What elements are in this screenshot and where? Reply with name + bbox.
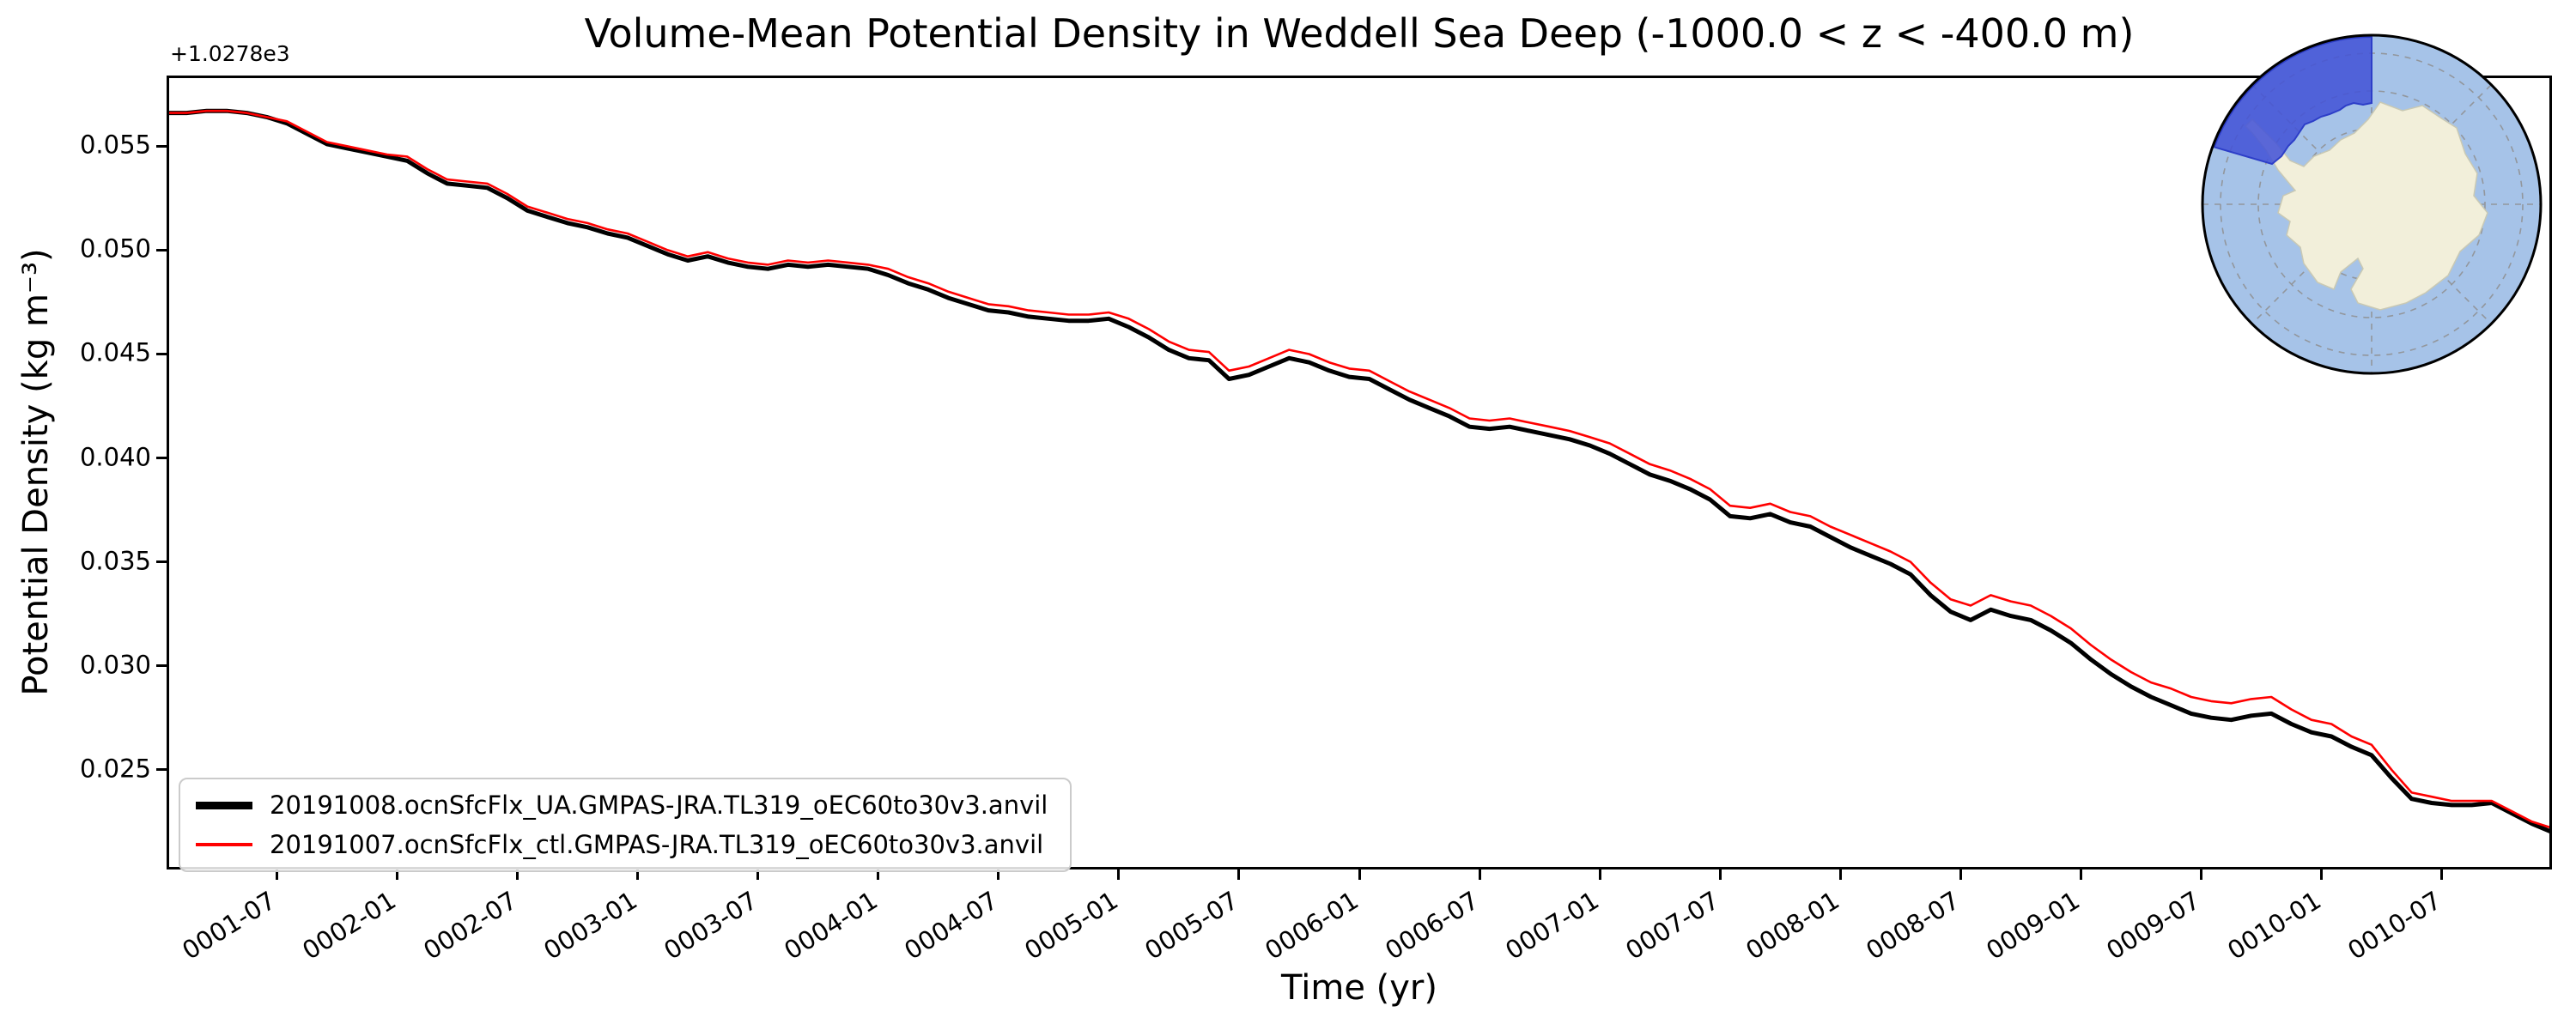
plot-area — [167, 76, 2552, 869]
legend-label: 20191008.ocnSfcFlx_UA.GMPAS-JRA.TL319_oE… — [270, 791, 1048, 820]
y-tick-label: 0.025 — [79, 754, 151, 784]
y-tick-mark — [156, 248, 167, 251]
map-antarctica-land — [2244, 101, 2488, 311]
series-line-ctl-red — [167, 109, 2552, 829]
x-tick-mark — [1959, 869, 1962, 880]
legend-line-sample-red — [196, 843, 252, 846]
x-tick-mark — [395, 869, 398, 880]
x-tick-mark — [2199, 869, 2202, 880]
x-tick-mark — [2320, 869, 2324, 880]
x-tick-mark — [756, 869, 760, 880]
x-tick-mark — [1838, 869, 1842, 880]
y-tick-mark — [156, 768, 167, 772]
y-tick-label: 0.030 — [79, 649, 151, 679]
x-tick-mark — [997, 869, 1000, 880]
y-tick-label: 0.040 — [79, 441, 151, 471]
y-tick-mark — [156, 664, 167, 668]
map-outline — [2201, 33, 2543, 375]
x-tick-mark — [877, 869, 880, 880]
x-tick-mark — [636, 869, 640, 880]
legend-item: 20191008.ocnSfcFlx_UA.GMPAS-JRA.TL319_oE… — [196, 788, 1048, 822]
x-tick-mark — [1358, 869, 1361, 880]
y-tick-label: 0.055 — [79, 130, 151, 160]
x-tick-mark — [1598, 869, 1601, 880]
x-tick-mark — [2440, 869, 2444, 880]
y-tick-mark — [156, 457, 167, 460]
y-axis-label: Potential Density (kg m⁻³) — [16, 248, 56, 696]
map-weddell-sea-highlight — [2213, 35, 2372, 166]
series-line-ua-black — [167, 108, 2552, 834]
y-tick-label: 0.050 — [79, 233, 151, 264]
x-tick-mark — [275, 869, 278, 880]
x-tick-mark — [1237, 869, 1241, 880]
x-tick-mark — [516, 869, 519, 880]
y-tick-mark — [156, 144, 167, 148]
legend-line-sample-black — [196, 801, 252, 809]
legend-label: 20191007.ocnSfcFlx_ctl.GMPAS-JRA.TL319_o… — [270, 830, 1044, 859]
x-tick-mark — [1117, 869, 1121, 880]
plot-border — [167, 76, 2552, 869]
x-tick-mark — [1718, 869, 1722, 880]
y-tick-label: 0.045 — [79, 337, 151, 367]
antarctica-inset-map — [2201, 33, 2543, 375]
legend-item: 20191007.ocnSfcFlx_ctl.GMPAS-JRA.TL319_o… — [196, 827, 1048, 862]
legend: 20191008.ocnSfcFlx_UA.GMPAS-JRA.TL319_oE… — [179, 778, 1072, 872]
y-tick-mark — [156, 352, 167, 355]
x-tick-mark — [2079, 869, 2082, 880]
y-tick-mark — [156, 560, 167, 564]
y-axis-offset-text: +1.0278e3 — [170, 41, 290, 66]
x-tick-mark — [1478, 869, 1481, 880]
chart-title: Volume-Mean Potential Density in Weddell… — [584, 10, 2135, 57]
y-tick-label: 0.035 — [79, 545, 151, 575]
x-axis-label: Time (yr) — [1281, 968, 1437, 1008]
